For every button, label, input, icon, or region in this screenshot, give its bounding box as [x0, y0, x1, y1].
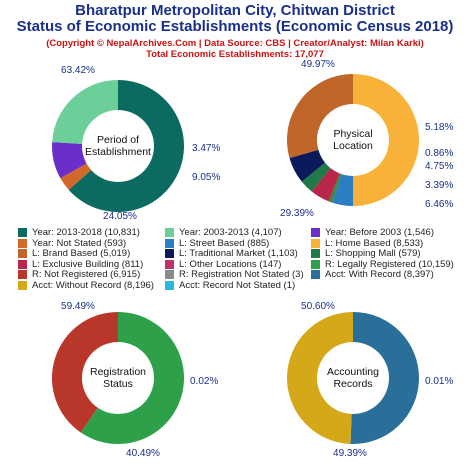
legend-swatch — [165, 249, 174, 259]
pie-center-label: Records — [333, 378, 372, 390]
legend-swatch — [311, 270, 320, 280]
pie-center-label: Accounting — [327, 366, 379, 378]
pie-percent-label: 49.39% — [333, 448, 367, 459]
legend-item: Year: Before 2003 (1,546) — [311, 227, 434, 238]
legend-item: Acct: With Record (8,397) — [311, 269, 434, 281]
pie-center-hole — [82, 110, 154, 182]
chart-subtitle: Status of Economic Establishments (Econo… — [16, 18, 454, 35]
legend-item: Year: 2003-2013 (4,107) — [165, 227, 282, 238]
legend-swatch — [18, 270, 27, 280]
legend-label: L: Exclusive Building (811) — [32, 258, 144, 270]
copyright-note: (Copyright © NepalArchives.Com | Data So… — [46, 38, 424, 49]
pie-percent-label: 3.47% — [192, 143, 220, 154]
legend-label: Year: Before 2003 (1,546) — [325, 227, 434, 238]
pie-percent-label: 59.49% — [61, 301, 95, 312]
legend-swatch — [311, 259, 320, 269]
legend-label: L: Shopping Mall (579) — [325, 248, 421, 260]
pie-center-label: Registration — [90, 366, 146, 378]
legend-swatch — [18, 228, 27, 237]
legend-swatch — [311, 238, 320, 248]
legend-item: L: Traditional Market (1,103) — [165, 248, 298, 260]
legend-swatch — [18, 281, 27, 290]
legend-label: L: Brand Based (5,019) — [32, 248, 131, 260]
legend-label: L: Street Based (885) — [179, 237, 270, 249]
legend-swatch — [165, 238, 174, 248]
legend-label: R: Registration Not Stated (3) — [179, 269, 304, 281]
pie-percent-label: 24.05% — [103, 211, 137, 222]
legend-swatch — [311, 228, 320, 237]
legend-item: Year: 2013-2018 (10,831) — [18, 227, 140, 238]
total-count: Total Economic Establishments: 17,077 — [146, 49, 324, 60]
legend-item: Year: Not Stated (593) — [18, 237, 127, 249]
pie-center-label: Physical — [333, 128, 372, 140]
legend-label: Year: 2003-2013 (4,107) — [179, 227, 282, 238]
legend-item: L: Home Based (8,533) — [311, 237, 424, 249]
legend-label: Year: 2013-2018 (10,831) — [32, 227, 140, 238]
pie-percent-label: 6.46% — [425, 199, 453, 210]
pie-percent-label: 40.49% — [126, 448, 160, 459]
legend-label: Acct: With Record (8,397) — [325, 269, 434, 281]
legend-label: L: Home Based (8,533) — [325, 237, 424, 249]
pie-percent-label: 0.02% — [190, 376, 218, 387]
legend-label: Acct: Without Record (8,196) — [32, 280, 154, 291]
legend-label: R: Legally Registered (10,159) — [325, 258, 454, 270]
pie-center-hole — [317, 104, 389, 176]
pie-percent-label: 29.39% — [280, 208, 314, 219]
legend-swatch — [18, 238, 27, 248]
legend-swatch — [18, 249, 27, 259]
pie-center-hole — [317, 342, 389, 414]
legend-item: L: Shopping Mall (579) — [311, 248, 421, 260]
chart-title: Bharatpur Metropolitan City, Chitwan Dis… — [75, 2, 395, 19]
pie-center-label: Status — [103, 378, 133, 390]
legend-label: L: Traditional Market (1,103) — [179, 248, 298, 260]
legend-item: R: Legally Registered (10,159) — [311, 258, 454, 270]
pie-percent-label: 3.39% — [425, 180, 453, 191]
pie-percent-label: 5.18% — [425, 122, 453, 133]
legend-swatch — [311, 249, 320, 259]
legend-swatch — [165, 270, 174, 280]
pie-percent-label: 0.86% — [425, 148, 453, 159]
pie-percent-label: 0.01% — [425, 376, 453, 387]
pie-percent-label: 50.60% — [301, 301, 335, 312]
legend-swatch — [165, 228, 174, 237]
legend-item: L: Street Based (885) — [165, 237, 270, 249]
legend-item: L: Exclusive Building (811) — [18, 258, 144, 270]
legend-item: R: Registration Not Stated (3) — [165, 269, 304, 281]
legend-label: Acct: Record Not Stated (1) — [179, 280, 296, 291]
pie-center-label: Location — [333, 140, 373, 152]
pie-center-hole — [82, 342, 154, 414]
legend-swatch — [18, 259, 27, 269]
legend-item: Acct: Without Record (8,196) — [18, 280, 154, 291]
legend-label: R: Not Registered (6,915) — [32, 269, 141, 281]
legend-item: R: Not Registered (6,915) — [18, 269, 141, 281]
pie-percent-label: 49.97% — [301, 59, 335, 70]
pie-percent-label: 9.05% — [192, 172, 220, 183]
legend-label: L: Other Locations (147) — [179, 258, 282, 270]
legend-item: L: Brand Based (5,019) — [18, 248, 131, 260]
legend-item: L: Other Locations (147) — [165, 258, 282, 270]
legend-item: Acct: Record Not Stated (1) — [165, 280, 296, 291]
pie-center-label: Period of — [97, 134, 139, 146]
legend-swatch — [165, 281, 174, 290]
legend-label: Year: Not Stated (593) — [32, 237, 127, 249]
pie-center-label: Establishment — [85, 146, 151, 158]
pie-percent-label: 4.75% — [425, 161, 453, 172]
pie-percent-label: 63.42% — [61, 65, 95, 76]
legend-swatch — [165, 259, 174, 269]
